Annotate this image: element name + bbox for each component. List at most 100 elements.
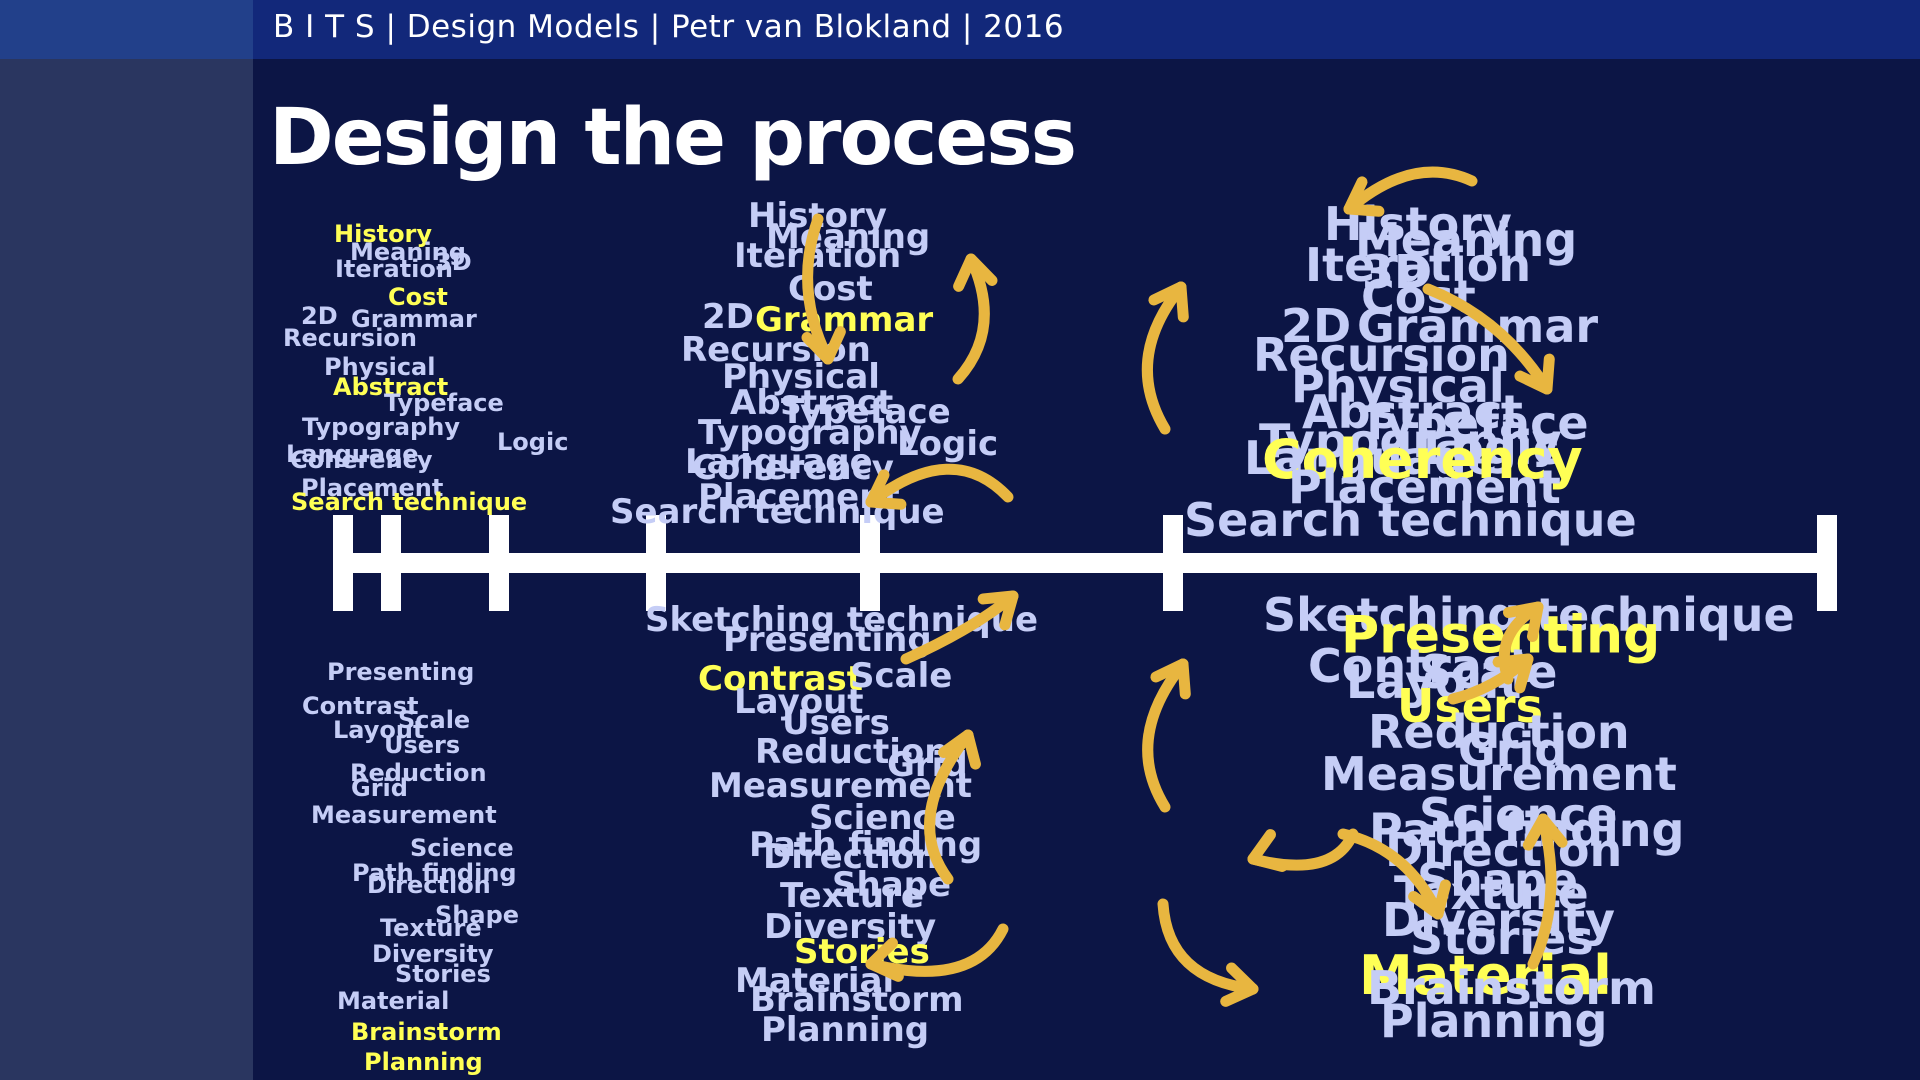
cycle-arrow	[1447, 653, 1534, 705]
word: Language	[1244, 431, 1498, 485]
timeline	[333, 515, 1837, 611]
timeline-tick	[860, 515, 880, 611]
word: Placement	[1288, 460, 1561, 514]
cycle-arrow	[1343, 166, 1478, 217]
cycle-arrow	[900, 590, 1019, 665]
word: Typography	[302, 413, 460, 441]
word: Meaning	[350, 238, 466, 266]
cycle-arrow	[1422, 283, 1555, 395]
timeline-tick	[333, 515, 353, 611]
cycle-arrow	[1157, 898, 1259, 1007]
word: Path finding	[352, 859, 517, 887]
cycle-arrow	[924, 729, 981, 885]
word: Abstract	[1302, 385, 1523, 439]
slide: Design the process History Meaning Iterati…	[253, 59, 1920, 1080]
sidebar	[0, 0, 253, 1080]
word: Physical	[324, 353, 435, 381]
cycle-arrow	[1141, 281, 1189, 435]
timeline-tick	[381, 515, 401, 611]
word: Language	[685, 442, 873, 482]
word: Reduction	[350, 759, 487, 787]
cycle-arrow	[865, 923, 1009, 982]
word: Shape	[435, 901, 519, 929]
word: 3D	[1362, 245, 1432, 299]
word: Search technique	[610, 492, 945, 532]
word: Texture	[780, 876, 924, 916]
cycle-arrow	[952, 253, 998, 385]
word: Coherency	[692, 448, 894, 488]
word: Typography	[698, 413, 922, 453]
sidebar-header-block	[0, 0, 253, 59]
word: 3D	[435, 248, 472, 276]
highlight-word: Contrast	[698, 659, 863, 699]
highlight-word: Coherency	[1262, 428, 1583, 491]
word: Typeface	[1359, 396, 1589, 450]
word: Recursion	[1253, 328, 1510, 382]
word: Planning	[761, 1010, 929, 1050]
highlight-word: Material	[1359, 944, 1612, 1007]
slide-header: B I T S | Design Models | Petr van Blokl…	[253, 0, 1920, 59]
word: 2D	[1281, 299, 1351, 353]
word: Scale	[398, 706, 470, 734]
word: Texture	[380, 914, 482, 942]
timeline-tick	[1163, 515, 1183, 611]
word: Path finding	[749, 825, 982, 865]
page-title: Design the process	[269, 93, 1077, 183]
word: Brainstorm	[1367, 961, 1656, 1015]
word: 2D	[301, 302, 338, 330]
word: Material	[337, 987, 449, 1015]
word: Placement	[301, 474, 443, 502]
word: Meaning	[766, 217, 930, 257]
word: Logic	[1423, 421, 1560, 475]
word: Meaning	[1355, 213, 1577, 267]
word: Measurement	[1321, 747, 1677, 801]
word: Iteration	[1305, 238, 1531, 292]
cycle-arrow	[865, 463, 1014, 510]
word: Direction	[367, 871, 491, 899]
word: Layout	[734, 682, 864, 722]
word: Iteration	[335, 255, 453, 283]
word: Stories	[395, 960, 491, 988]
word: Placement	[698, 477, 900, 517]
word: Grammar	[1357, 299, 1598, 353]
timeline-tick	[646, 515, 666, 611]
word: Logic	[897, 424, 998, 464]
word: Physical	[1291, 359, 1505, 413]
word: Logic	[497, 428, 568, 456]
timeline-bar	[333, 553, 1833, 573]
word: Users	[384, 731, 460, 759]
word: Direction	[1385, 823, 1622, 877]
cycle-arrows	[801, 166, 1568, 1007]
word: Reduction	[755, 732, 948, 772]
word: Search technique	[1184, 493, 1637, 547]
word: Typeface	[781, 392, 951, 432]
cycle-arrow	[801, 213, 846, 365]
cycle-arrow	[1522, 813, 1568, 970]
word: Science	[1419, 788, 1618, 842]
word: Grammar	[351, 305, 477, 333]
word: Grid	[351, 774, 408, 802]
word: Iteration	[734, 236, 901, 276]
word: Brainstorm	[750, 980, 964, 1020]
word: Diversity	[372, 940, 494, 968]
highlight-word: Planning	[364, 1048, 483, 1076]
word: Diversity	[764, 907, 936, 947]
word: Shape	[832, 865, 951, 905]
word: Planning	[1380, 994, 1607, 1048]
word: Grid	[1458, 723, 1567, 777]
highlight-word: Abstract	[333, 373, 448, 401]
word: Presenting	[723, 620, 932, 660]
header-text: B I T S | Design Models | Petr van Blokl…	[273, 9, 1065, 45]
word: Science	[410, 834, 514, 862]
timeline-tick	[489, 515, 509, 611]
highlight-word: Cost	[388, 283, 448, 311]
word: Recursion	[283, 324, 417, 352]
word: Presenting	[327, 658, 474, 686]
word: Typeface	[384, 389, 504, 417]
word: 2D	[702, 297, 754, 337]
word: Layout	[333, 716, 424, 744]
